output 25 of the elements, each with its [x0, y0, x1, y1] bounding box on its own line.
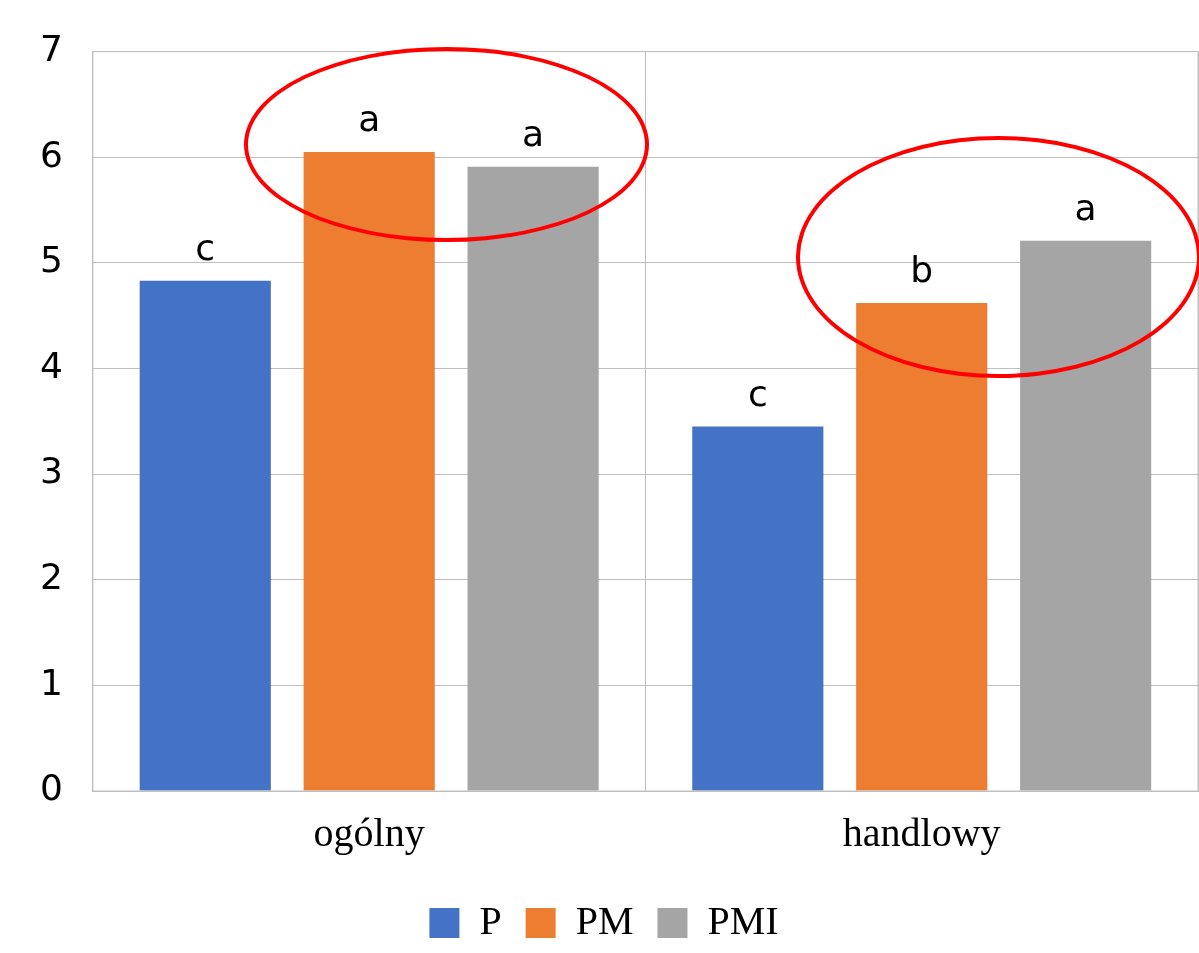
y-tick-label: 0: [40, 767, 63, 809]
legend-label: PMI: [707, 897, 779, 943]
annotation: b: [910, 249, 934, 291]
bar: [1020, 240, 1152, 791]
legend-label: PM: [575, 897, 634, 943]
annotation: a: [1074, 187, 1097, 229]
x-tick-label: handlowy: [842, 809, 1001, 855]
annotation: c: [195, 227, 216, 269]
annotation: c: [747, 372, 768, 414]
y-tick-label: 7: [40, 27, 63, 69]
y-tick-label: 4: [40, 344, 63, 386]
annotation: a: [358, 98, 381, 140]
y-tick-label: 6: [40, 133, 63, 175]
y-tick-label: 2: [40, 556, 63, 598]
bar: [303, 151, 435, 791]
y-tick-label: 3: [40, 450, 63, 492]
y-tick-label: 1: [40, 661, 63, 703]
x-tick-label: ogólny: [313, 809, 425, 855]
bar: [856, 303, 988, 791]
bar: [139, 280, 271, 791]
bar: [467, 166, 599, 791]
y-tick-label: 5: [40, 239, 63, 281]
bar: [692, 426, 824, 791]
annotation: a: [522, 113, 545, 155]
legend-label: P: [479, 897, 502, 943]
